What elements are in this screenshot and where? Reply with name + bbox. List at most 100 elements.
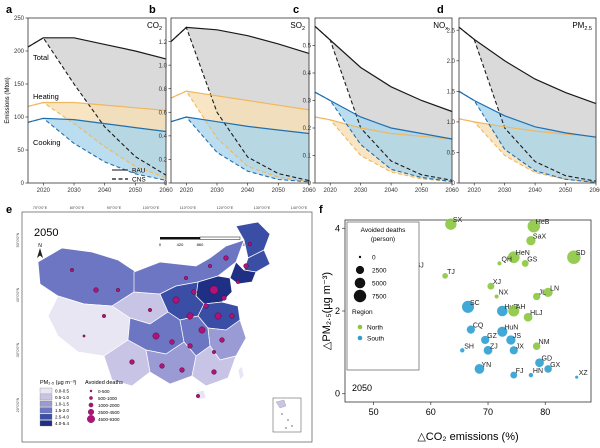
pm-legend-swatch xyxy=(39,420,53,427)
panel-b: 0 0.2 0.4 0.6 0.8 1.0 1.2 2020 2030 2040 2050 2060 b… xyxy=(149,4,316,194)
line-cns-cooking xyxy=(458,90,597,183)
inset-island xyxy=(285,427,287,429)
lat-tick: 50°0'0"N xyxy=(16,232,20,247)
point-label-xj: XJ xyxy=(493,279,501,286)
xtick-label: 2030 xyxy=(498,188,512,194)
ytick-label: 0.3 xyxy=(303,99,312,105)
point-nx xyxy=(494,294,499,299)
ytick-label: 1.2 xyxy=(159,40,168,46)
point-label-hen: HeN xyxy=(516,250,530,257)
line-cns-cooking xyxy=(27,117,167,181)
ytick-label: 150 xyxy=(14,82,25,88)
point-label-js: JS xyxy=(513,333,522,340)
avoided-deaths-dot xyxy=(219,337,225,343)
legend-region-title: Region xyxy=(352,309,373,316)
avoided-deaths-dot xyxy=(129,359,135,365)
point-gz xyxy=(481,335,490,345)
xtick-label: 2030 xyxy=(210,188,224,194)
legend-region-label: South xyxy=(367,336,384,343)
band-cooking xyxy=(459,91,596,183)
inset-island xyxy=(291,425,293,427)
point-hub xyxy=(497,305,508,317)
panel-letter: f xyxy=(319,204,323,216)
lon-tick: 130°0'0"E xyxy=(254,206,271,210)
pm-legend-label: 1.5-2.0 xyxy=(55,408,70,413)
panel-title: PM2.5 xyxy=(572,21,592,32)
panel-letter: d xyxy=(437,4,444,16)
deaths-legend-label: 0-500 xyxy=(98,389,110,394)
deaths-legend-dot xyxy=(88,402,94,408)
deaths-legend-dot xyxy=(87,415,95,423)
avoided-deaths-dot xyxy=(82,334,86,338)
xtick-label: 2060 xyxy=(589,188,600,194)
line-cns-heating xyxy=(170,90,310,183)
point-label-fj: FJ xyxy=(516,368,524,375)
plot-frame xyxy=(27,17,167,184)
point-qh xyxy=(497,261,502,266)
xtick-label: 2020 xyxy=(37,188,51,194)
avoided-deaths-dot xyxy=(186,312,194,320)
legend-deaths-label: 5000 xyxy=(372,281,387,288)
pm-legend-swatch xyxy=(39,413,53,420)
pm-legend-swatch xyxy=(39,400,53,407)
lon-tick: 90°0'0"E xyxy=(107,206,122,210)
deaths-legend-label: 500-1000 xyxy=(98,396,118,401)
point-label-xz: XZ xyxy=(579,370,589,377)
avoided-deaths-dot xyxy=(169,339,175,345)
point-fj xyxy=(510,371,518,379)
scale-tick: 0 xyxy=(159,242,162,247)
xtick-label: 2030 xyxy=(354,188,368,194)
point-jl xyxy=(532,292,541,301)
ytick-label: 0.5 xyxy=(447,151,456,157)
point-label-hun: HuN xyxy=(504,325,518,332)
xtick-label: 50 xyxy=(369,407,379,417)
panel-title: CO2 xyxy=(147,21,162,32)
point-tj xyxy=(442,273,448,279)
avoided-deaths-dot xyxy=(172,296,180,304)
lat-tick: 40°0'0"N xyxy=(16,287,20,302)
xtick-label: 70 xyxy=(483,407,493,417)
legend-deaths-dot xyxy=(358,255,362,259)
line-bau-heating xyxy=(314,116,453,140)
avoided-deaths-dot xyxy=(223,255,229,261)
ytick-label: 4 xyxy=(335,223,340,233)
point-jx xyxy=(509,346,518,355)
avoided-deaths-dot xyxy=(179,367,185,373)
point-label-gd: GD xyxy=(542,356,553,363)
lat-tick: 30°0'0"N xyxy=(16,342,20,357)
xtick-label: 2050 xyxy=(129,188,143,194)
avoided-deaths-dot xyxy=(221,295,227,301)
xtick-label: 2020 xyxy=(180,188,194,194)
deaths-legend-label: 1000-2000 xyxy=(98,403,120,408)
point-gs xyxy=(521,259,529,267)
point-label-nx: NX xyxy=(499,290,509,297)
panel-f: f 50 60 70 80 0 2 4 △CO₂ emissions (%) △PM₂.₅(µg … xyxy=(319,204,592,443)
avoided-deaths-dot xyxy=(159,363,165,369)
xtick-label: 2040 xyxy=(528,188,542,194)
inset-coast xyxy=(275,399,287,409)
xtick-label: 2040 xyxy=(384,188,398,194)
xtick-label: 2060 xyxy=(445,188,459,194)
legend-deaths-label: 0 xyxy=(372,255,376,262)
line-bau-total xyxy=(314,25,453,113)
point-heb xyxy=(527,219,541,233)
avoided-deaths-dot xyxy=(214,312,222,320)
legend-deaths-dot xyxy=(353,289,367,303)
point-gx xyxy=(544,365,552,373)
line-cns-total xyxy=(314,25,453,181)
lat-tick: 20°0'0"N xyxy=(16,397,20,412)
point-label-zj: ZJ xyxy=(490,343,498,350)
ytick-label: 1.0 xyxy=(159,63,168,69)
xtick-label: 2020 xyxy=(468,188,482,194)
point-ah xyxy=(508,305,520,317)
legend-deaths-label: 7500 xyxy=(372,294,387,301)
point-sd xyxy=(567,250,581,264)
panel-letter: e xyxy=(6,204,12,216)
plot-frame xyxy=(170,17,310,184)
avoided-deaths-dot xyxy=(147,308,152,313)
panel-a: 0 50 100 150 200 250 2020 2030 2040 2050 2060 a CO2 E… xyxy=(5,4,173,194)
avoided-deaths-dot xyxy=(211,350,216,355)
line-cns-cooking xyxy=(314,91,453,183)
x-axis-label: △CO₂ emissions (%) xyxy=(417,431,518,443)
deaths-legend-dot xyxy=(87,408,95,416)
